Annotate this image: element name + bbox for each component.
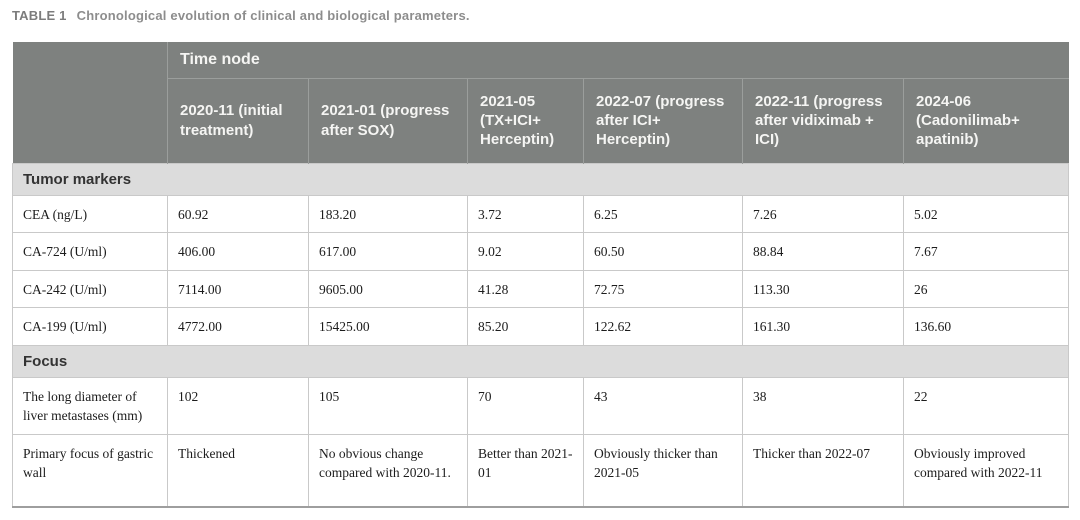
data-cell: Obviously thicker than 2021-05: [583, 433, 743, 508]
data-cell: 7.67: [902, 232, 1070, 271]
data-cell: 41.28: [467, 269, 584, 309]
data-cell: 122.62: [583, 307, 743, 346]
row-label: Primary focus of gastric wall: [12, 433, 168, 508]
data-cell: 85.20: [467, 307, 584, 346]
table-body: Tumor markers CEA (ng/L) 60.92 183.20 3.72 6.…: [11, 162, 1070, 508]
data-cell: 102: [167, 376, 309, 435]
data-cell: 15425.00: [308, 307, 468, 346]
group-header-cell: Time node: [166, 42, 1069, 79]
data-cell: 9605.00: [308, 269, 468, 309]
column-header-2024-06: 2024-06 (Cadonilimab+ apatinib): [902, 78, 1069, 163]
data-cell: 406.00: [167, 232, 309, 271]
section-header-row: Tumor markers: [11, 162, 1070, 196]
data-cell: 617.00: [308, 232, 468, 271]
row-label: The long diameter of liver metastases (m…: [12, 376, 168, 435]
data-cell: 70: [467, 376, 584, 435]
column-header-2022-07: 2022-07 (progress after ICI+ Herceptin): [583, 78, 743, 163]
row-label: CA-724 (U/ml): [12, 232, 168, 271]
data-cell: Thickened: [167, 433, 309, 508]
column-header-2021-05: 2021-05 (TX+ICI+ Herceptin): [467, 78, 584, 163]
data-cell: 3.72: [467, 194, 584, 234]
section-title: Tumor markers: [11, 162, 1070, 196]
data-cell: 22: [902, 376, 1070, 435]
data-cell: Better than 2021-01: [467, 433, 584, 508]
table-caption-label: TABLE 1: [12, 8, 67, 23]
data-cell: Obviously improved compared with 2022-11: [902, 433, 1070, 508]
data-cell: 105: [308, 376, 468, 435]
table-row: Primary focus of gastric wall Thickened No…: [12, 433, 1070, 508]
table-row: CA-724 (U/ml) 406.00 617.00 9.02 60.50 88.84 7…: [12, 232, 1070, 271]
parameters-table: Time node 2020-11 (initial treatment) 20…: [11, 42, 1070, 509]
corner-cell: [12, 42, 168, 163]
column-header-row: 2020-11 (initial treatment) 2021-01 (pro…: [13, 78, 1069, 163]
row-label: CA-242 (U/ml): [12, 269, 168, 309]
column-header-2020-11: 2020-11 (initial treatment): [167, 78, 309, 163]
data-cell: 9.02: [467, 232, 584, 271]
data-cell: 88.84: [742, 232, 904, 271]
data-cell: 161.30: [742, 307, 904, 346]
row-label: CA-199 (U/ml): [12, 307, 168, 346]
data-cell: 136.60: [902, 307, 1070, 346]
data-cell: 60.92: [167, 194, 309, 234]
data-cell: 6.25: [583, 194, 743, 234]
table-row: CA-242 (U/ml) 7114.00 9605.00 41.28 72.75 113…: [12, 269, 1070, 309]
data-cell: 7114.00: [167, 269, 309, 309]
table-caption: TABLE 1 Chronological evolution of clinic…: [12, 8, 470, 23]
table-caption-text: Chronological evolution of clinical and …: [76, 8, 470, 23]
data-cell: 7.26: [742, 194, 904, 234]
row-label: CEA (ng/L): [12, 194, 168, 234]
data-cell: 26: [902, 269, 1070, 309]
table-header: Time node 2020-11 (initial treatment) 20…: [12, 42, 1069, 163]
data-cell: 72.75: [583, 269, 743, 309]
section-header-row: Focus: [11, 344, 1070, 378]
section-title: Focus: [11, 344, 1070, 378]
data-cell: 183.20: [308, 194, 468, 234]
data-cell: 113.30: [742, 269, 904, 309]
column-header-2022-11: 2022-11 (progress after vidiximab + ICI): [742, 78, 904, 163]
data-cell: 5.02: [902, 194, 1070, 234]
data-cell: 38: [742, 376, 904, 435]
data-cell: No obvious change compared with 2020-11.: [308, 433, 468, 508]
table-row: CA-199 (U/ml) 4772.00 15425.00 85.20 122.62 1…: [12, 307, 1070, 346]
data-cell: 43: [583, 376, 743, 435]
data-cell: 60.50: [583, 232, 743, 271]
data-cell: 4772.00: [167, 307, 309, 346]
data-cell: Thicker than 2022-07: [742, 433, 904, 508]
table-row: The long diameter of liver metastases (m…: [12, 376, 1070, 435]
table-row: CEA (ng/L) 60.92 183.20 3.72 6.25 7.26 5.02: [12, 194, 1070, 234]
column-header-2021-01: 2021-01 (progress after SOX): [308, 78, 468, 163]
group-header-row: Time node: [12, 42, 1069, 163]
